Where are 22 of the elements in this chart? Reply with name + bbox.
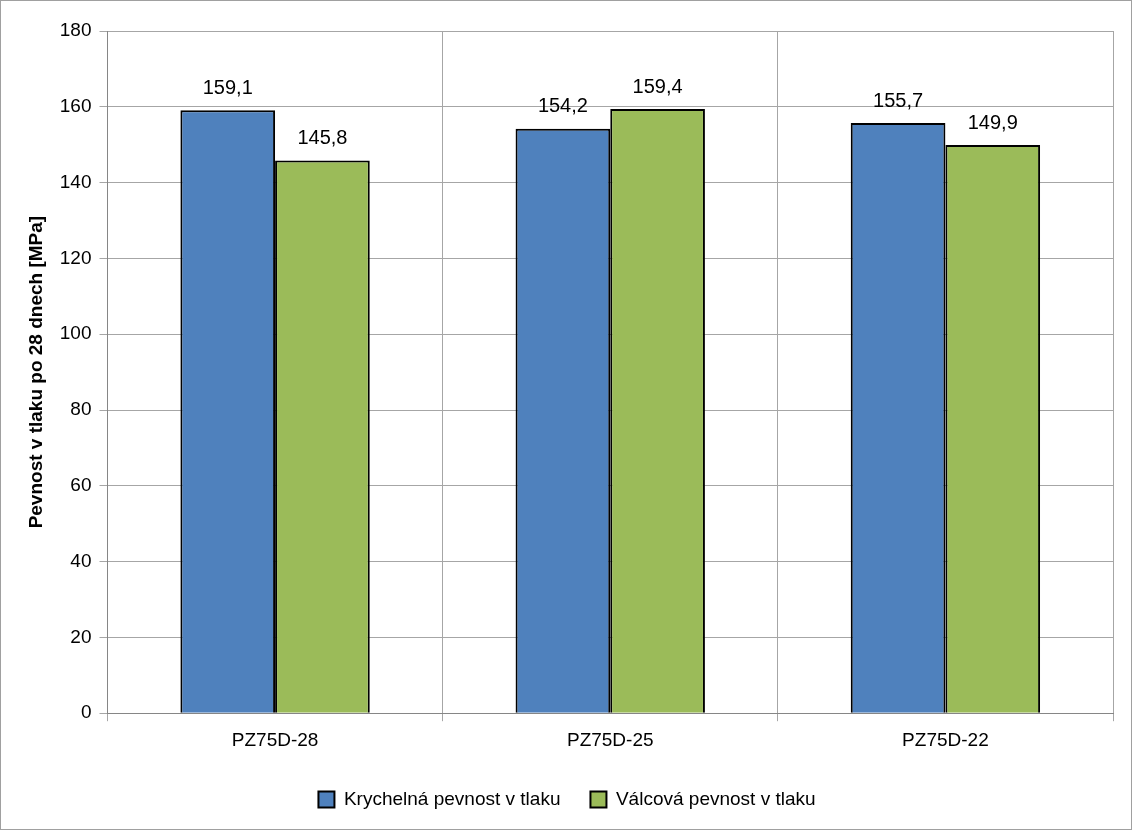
y-tick-label: 100 — [59, 322, 92, 344]
legend-label: Krychelná pevnost v tlaku — [343, 787, 561, 809]
y-axis-title: Pevnost v tlaku po 28 dnech [MPa] — [24, 215, 46, 529]
data-label: 155,7 — [873, 88, 924, 111]
data-label: 149,9 — [967, 110, 1018, 133]
y-tick-label: 80 — [70, 398, 92, 420]
legend-label: Válcová pevnost v tlaku — [615, 787, 816, 809]
x-tick-label: PZ75D-22 — [902, 728, 989, 750]
data-label: 154,2 — [537, 94, 588, 117]
y-tick-label: 60 — [70, 474, 92, 496]
y-tick-label: 140 — [59, 170, 92, 192]
x-tick-label: PZ75D-25 — [566, 728, 654, 750]
y-tick-label: 120 — [59, 246, 92, 268]
y-tick-label: 40 — [70, 549, 92, 571]
x-tick-label: PZ75D-28 — [231, 728, 319, 750]
data-label: 145,8 — [297, 126, 348, 149]
y-tick-label: 0 — [80, 701, 92, 723]
data-label: 159,1 — [202, 75, 253, 98]
y-tick-label: 180 — [59, 19, 92, 41]
data-label: 159,4 — [632, 74, 683, 97]
y-tick-label: 20 — [70, 625, 92, 647]
y-tick-label: 160 — [59, 95, 92, 117]
